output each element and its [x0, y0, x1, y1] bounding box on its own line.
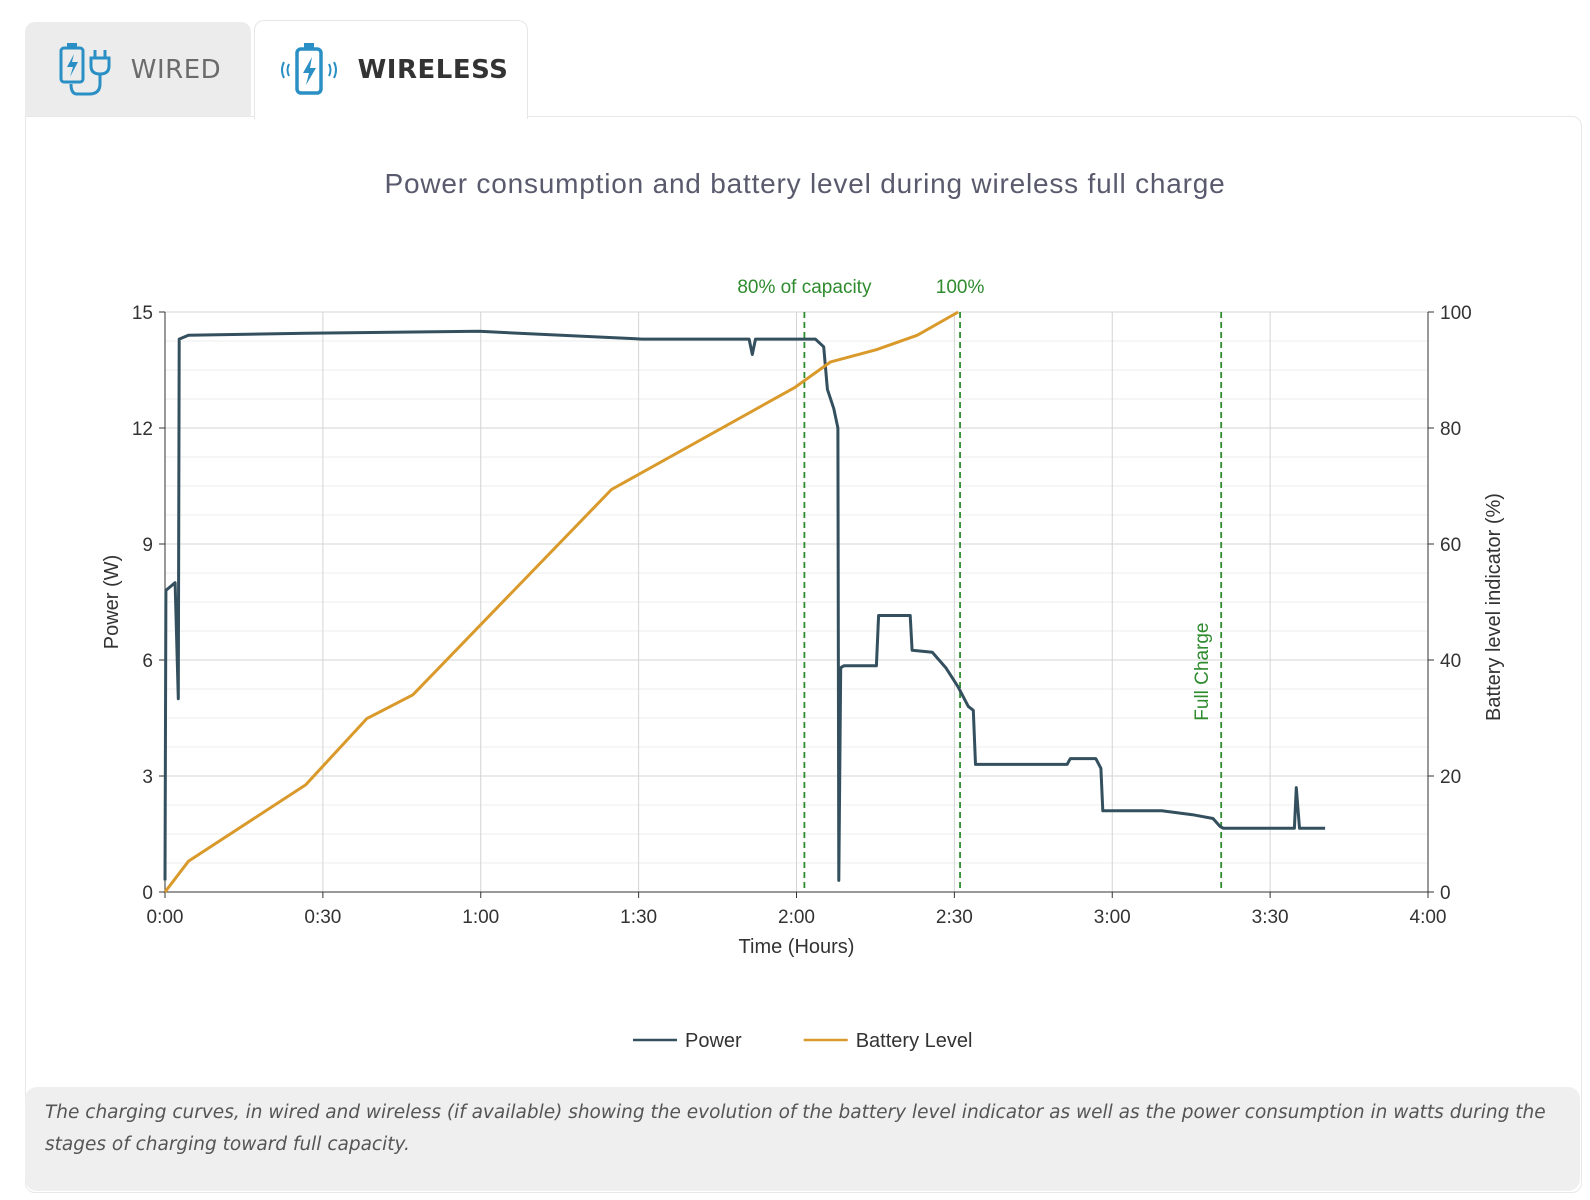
series-line [163, 310, 959, 893]
annotation-label: 100% [936, 277, 985, 298]
caption: The charging curves, in wired and wirele… [25, 1087, 1580, 1191]
x-tick-label: 3:00 [1094, 907, 1131, 928]
y-tick-label: 6 [142, 651, 153, 672]
x-tick-label: 4:00 [1410, 907, 1447, 928]
annotation-label: 80% of capacity [737, 277, 872, 298]
y-axis-label: Power (W) [101, 555, 123, 649]
y-tick-label: 0 [142, 883, 153, 904]
wired-icon [59, 43, 111, 96]
tab-label: WIRED [130, 55, 222, 85]
y2-tick-label: 80 [1440, 419, 1461, 440]
x-tick-label: 1:30 [620, 907, 657, 928]
x-axis-label: Time (Hours) [739, 936, 855, 958]
legend-label: Battery Level [856, 1030, 973, 1052]
x-tick-label: 1:00 [462, 907, 499, 928]
chart-title: Power consumption and battery level duri… [384, 168, 1225, 199]
x-tick-label: 2:00 [778, 907, 815, 928]
x-tick-label: 0:30 [304, 907, 341, 928]
x-tick-label: 0:00 [147, 907, 184, 928]
tab[interactable]: WIRED [25, 22, 251, 118]
tab-label: WIRELESS [357, 55, 509, 85]
y-tick-label: 15 [132, 303, 153, 324]
x-tick-label: 3:30 [1252, 907, 1289, 928]
y-tick-label: 12 [132, 419, 153, 440]
y2-tick-label: 40 [1440, 651, 1461, 672]
y2-axis-label: Battery level indicator (%) [1483, 493, 1505, 721]
y2-tick-label: 60 [1440, 535, 1461, 556]
chart: Power consumption and battery level duri… [101, 168, 1505, 1052]
y-tick-label: 3 [142, 767, 153, 788]
y-tick-label: 9 [142, 535, 153, 556]
x-tick-label: 2:30 [936, 907, 973, 928]
y2-tick-label: 100 [1440, 303, 1472, 324]
annotation-label: Full Charge [1192, 622, 1213, 720]
legend-label: Power [685, 1030, 742, 1052]
tab[interactable]: WIRELESS [254, 20, 528, 119]
y2-tick-label: 0 [1440, 883, 1451, 904]
y2-tick-label: 20 [1440, 767, 1461, 788]
series-line [163, 329, 1326, 882]
wireless-icon [280, 43, 337, 95]
